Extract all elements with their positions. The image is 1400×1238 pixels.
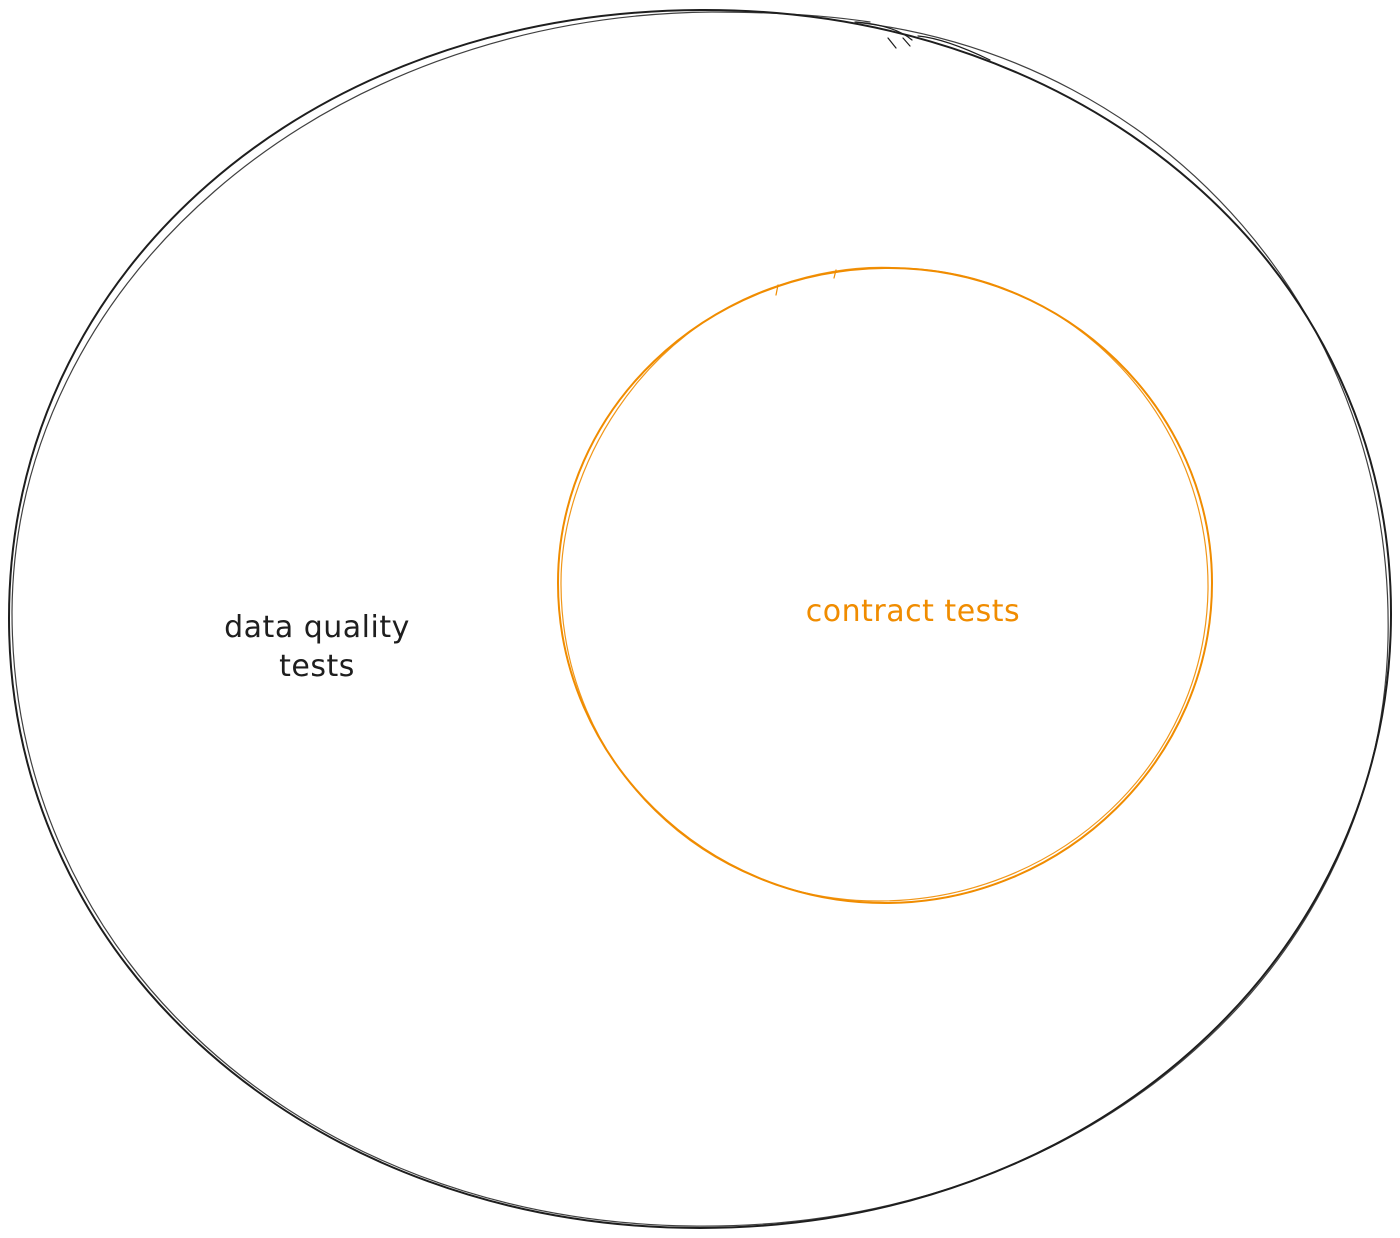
inner-set-label: contract tests xyxy=(806,594,1020,629)
inner-circle-sketch xyxy=(560,266,1209,902)
outer-set-label-line1: data quality xyxy=(224,610,410,645)
outer-ellipse-tail xyxy=(855,21,991,61)
outer-set xyxy=(7,8,1393,1230)
inner-circle-tail xyxy=(775,269,837,296)
inner-circle xyxy=(556,266,1214,905)
outer-set-label-line2: tests xyxy=(279,649,355,684)
outer-ellipse xyxy=(7,8,1393,1230)
outer-ellipse-sketch xyxy=(11,11,1389,1227)
inner-set xyxy=(556,266,1214,905)
